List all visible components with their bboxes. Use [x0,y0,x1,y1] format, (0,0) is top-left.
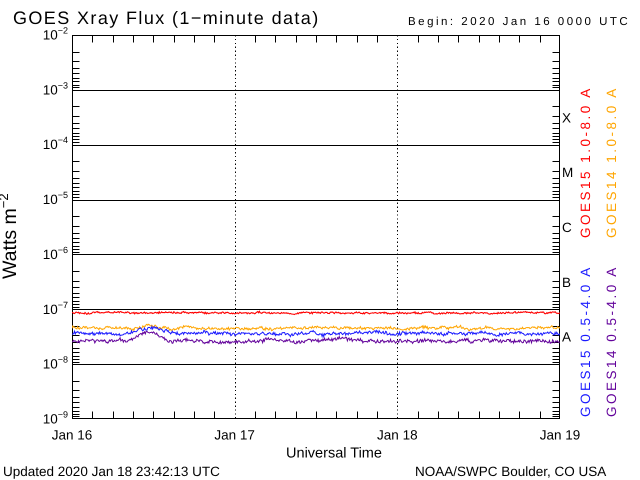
svg-text:GOES Xray Flux (1−minute data): GOES Xray Flux (1−minute data) [13,8,320,28]
svg-text:Updated 2020 Jan 18 23:42:13 U: Updated 2020 Jan 18 23:42:13 UTC [3,464,220,479]
svg-text:NOAA/SWPC Boulder, CO USA: NOAA/SWPC Boulder, CO USA [415,464,606,479]
svg-text:Jan 19: Jan 19 [540,428,581,443]
svg-text:Jan 18: Jan 18 [377,428,418,443]
svg-text:X: X [562,110,571,125]
svg-text:GOES14 0.5-4.0 A: GOES14 0.5-4.0 A [604,265,619,417]
svg-text:Jan 16: Jan 16 [52,428,93,443]
svg-text:B: B [562,275,571,290]
svg-text:GOES15 0.5-4.0 A: GOES15 0.5-4.0 A [578,265,593,417]
svg-text:M: M [562,165,573,180]
svg-text:GOES14 1.0-8.0 A: GOES14 1.0-8.0 A [604,86,619,238]
svg-text:Universal Time: Universal Time [286,446,382,462]
svg-text:Begin: 2020 Jan 16 0000 UTC: Begin: 2020 Jan 16 0000 UTC [408,16,630,28]
svg-text:GOES15 1.0-8.0 A: GOES15 1.0-8.0 A [578,86,593,238]
svg-text:A: A [562,330,571,345]
svg-text:Jan 17: Jan 17 [214,428,255,443]
svg-text:C: C [562,220,572,235]
